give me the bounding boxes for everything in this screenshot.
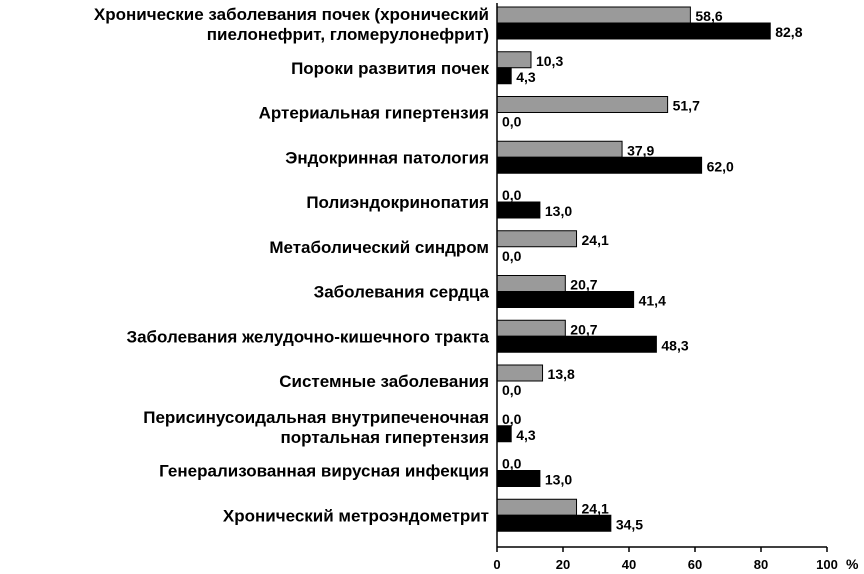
value-label: 0,0 <box>502 411 522 427</box>
x-tick-label: 0 <box>493 557 500 572</box>
value-label: 20,7 <box>570 321 597 337</box>
value-label: 4,3 <box>516 69 536 85</box>
value-label: 48,3 <box>661 337 688 353</box>
value-label: 10,3 <box>536 53 563 69</box>
bar-black <box>496 201 541 219</box>
value-label: 0,0 <box>502 187 522 203</box>
bar-grey <box>496 140 623 158</box>
x-tick-label: 80 <box>754 557 768 572</box>
category-label: Заболевания желудочно-кишечного тракта <box>126 327 489 346</box>
category-label: Хронический метроэндометрит <box>223 506 489 525</box>
bar-black <box>496 335 657 353</box>
category-label: Перисинусоидальная внутрипеченочная порта… <box>143 408 489 447</box>
category-label: Метаболический синдром <box>269 238 489 257</box>
value-label: 0,0 <box>502 382 522 398</box>
value-label: 24,1 <box>582 500 609 516</box>
value-label: 34,5 <box>616 516 643 532</box>
value-label: 0,0 <box>502 456 522 472</box>
x-tick-label: 20 <box>556 557 570 572</box>
value-label: 62,0 <box>707 158 734 174</box>
category-label: Системные заболевания <box>279 372 489 391</box>
bar-black <box>496 514 612 532</box>
category-label: Заболевания сердца <box>314 283 490 302</box>
bar-grey <box>496 51 532 69</box>
bar-black <box>496 470 541 487</box>
category-label: Артериальная гипертензия <box>259 104 489 123</box>
category-labels-group: Хронические заболевания почек (хроническ… <box>94 5 490 525</box>
value-label: 24,1 <box>582 232 609 248</box>
bar-grey <box>496 6 691 24</box>
value-label: 41,4 <box>639 293 666 309</box>
x-tick-label: 100 <box>816 557 838 572</box>
bar-black <box>496 67 512 85</box>
category-label: Хронические заболевания почек (хроническ… <box>94 5 489 44</box>
value-label: 13,0 <box>545 472 572 488</box>
value-label: 20,7 <box>570 277 597 293</box>
value-label: 4,3 <box>516 427 536 443</box>
value-label: 51,7 <box>673 98 700 114</box>
value-label: 82,8 <box>775 24 802 40</box>
bar-black <box>496 22 771 40</box>
bar-grey <box>496 364 544 382</box>
bars-group <box>496 6 771 532</box>
bar-black <box>496 425 512 443</box>
bar-black <box>496 291 635 308</box>
value-label: 37,9 <box>627 142 654 158</box>
bar-grey <box>496 230 578 248</box>
x-axis: 0 20 40 60 80 100% <box>493 3 859 572</box>
x-unit-label: % <box>846 556 859 572</box>
value-label: 0,0 <box>502 114 522 130</box>
value-label: 58,6 <box>695 8 722 24</box>
category-label: Эндокринная патология <box>285 148 489 167</box>
category-label: Пороки развития почек <box>291 59 489 78</box>
category-label: Полиэндокринопатия <box>306 193 489 212</box>
x-tick-label: 40 <box>622 557 636 572</box>
value-labels-group: 58,682,810,34,351,70,037,962,00,013,024,… <box>502 8 803 532</box>
bar-black <box>496 156 703 174</box>
bar-grey <box>496 319 566 337</box>
bar-grey <box>496 498 578 516</box>
x-tick-label: 60 <box>688 557 702 572</box>
bar-grey <box>496 275 566 292</box>
value-label: 13,0 <box>545 203 572 219</box>
category-label: Генерализованная вирусная инфекция <box>159 462 489 481</box>
bar-grey <box>496 96 669 113</box>
value-label: 13,8 <box>548 366 575 382</box>
value-label: 0,0 <box>502 248 522 264</box>
